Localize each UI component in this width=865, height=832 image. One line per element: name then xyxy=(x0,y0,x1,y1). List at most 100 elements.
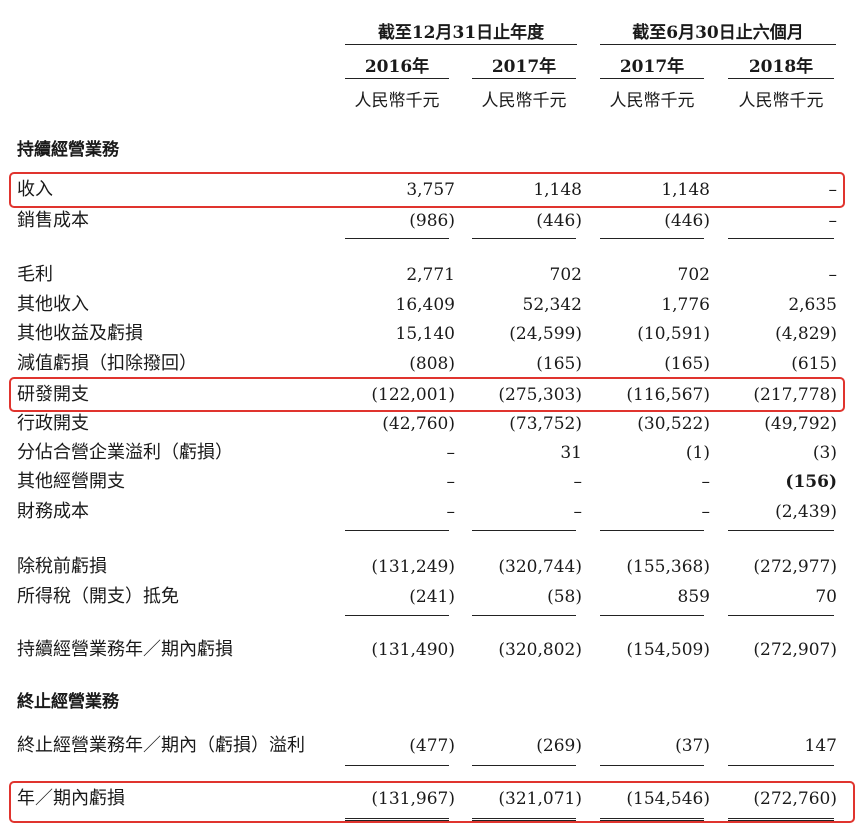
cell-2016: – xyxy=(446,472,456,492)
cell-2017: (269) xyxy=(536,736,582,756)
cell-2018-h1: (49,792) xyxy=(764,414,837,434)
cell-2017-h1: (446) xyxy=(664,211,710,231)
cell-2018-h1: (272,977) xyxy=(753,557,837,577)
cell-2017-h1: (155,368) xyxy=(626,557,710,577)
header-group-half: 截至6月30日止六個月 xyxy=(632,23,804,43)
cell-2018-h1: (217,778) xyxy=(753,385,837,405)
row-label: 其他經營開支 xyxy=(17,471,125,492)
highlight-box-rnd xyxy=(9,377,845,412)
header-unit-1: 人民幣千元 xyxy=(354,91,440,111)
row-label: 行政開支 xyxy=(17,413,89,434)
header-year-rule-1 xyxy=(345,78,449,79)
subtotal-rule-4 xyxy=(728,615,834,616)
cell-2017: – xyxy=(573,472,583,492)
header-group-half-rule xyxy=(600,44,836,45)
table-row-other-gains-losses: 其他收益及虧損 15,140 (24,599) (10,591) (4,829) xyxy=(0,320,865,348)
highlight-box-revenue xyxy=(9,172,845,208)
subtotal-rule-4 xyxy=(728,238,834,239)
cell-2017-h1: – xyxy=(701,472,711,492)
row-label: 分佔合營企業溢利（虧損） xyxy=(17,442,233,463)
cell-2016: (131,249) xyxy=(371,557,455,577)
cell-2016: 16,409 xyxy=(395,295,455,315)
table-row-other-income: 其他收入 16,409 52,342 1,776 2,635 xyxy=(0,291,865,319)
cell-2018-h1: (2,439) xyxy=(775,502,837,522)
cell-2017-h1: (165) xyxy=(664,354,710,374)
table-row-revenue: 收入 3,757 1,148 1,148 – xyxy=(0,176,865,204)
header-group-year: 截至12月31日止年度 xyxy=(377,23,545,43)
row-label: 其他收益及虧損 xyxy=(17,323,143,344)
row-label: 財務成本 xyxy=(17,501,89,522)
table-row-discontinued-result: 終止經營業務年／期內（虧損）溢利 (477) (269) (37) 147 xyxy=(0,732,865,760)
cell-2017: 702 xyxy=(549,265,582,285)
subtotal-rule-2 xyxy=(472,238,576,239)
cell-2016: (42,760) xyxy=(382,414,455,434)
row-label: 銷售成本 xyxy=(17,210,89,231)
header-year-2: 2017年 xyxy=(491,57,557,77)
cell-2017: (24,599) xyxy=(509,324,582,344)
table-row-income-tax: 所得稅（開支）抵免 (241) (58) 859 70 xyxy=(0,583,865,611)
subtotal-rule-1 xyxy=(345,530,449,531)
cell-2017: (165) xyxy=(536,354,582,374)
row-label: 研發開支 xyxy=(17,384,89,405)
cell-2017-h1: (154,546) xyxy=(626,789,710,809)
subtotal-rule-2 xyxy=(472,615,576,616)
cell-2016: (808) xyxy=(409,354,455,374)
cell-2016: 15,140 xyxy=(395,324,455,344)
header-unit-4: 人民幣千元 xyxy=(738,91,824,111)
row-label: 持續經營業務年／期內虧損 xyxy=(17,639,233,660)
subtotal-rule-1 xyxy=(345,765,449,766)
subtotal-rule-4 xyxy=(728,765,834,766)
cell-2017-h1: – xyxy=(701,502,711,522)
total-double-rule-4 xyxy=(728,818,834,821)
cell-2016: (477) xyxy=(409,736,455,756)
section-discontinued: 終止經營業務 xyxy=(17,692,119,712)
cell-2018-h1: (4,829) xyxy=(775,324,837,344)
subtotal-rule-3 xyxy=(600,615,704,616)
cell-2017: (320,802) xyxy=(498,640,582,660)
cell-2017-h1: 1,148 xyxy=(661,180,710,200)
subtotal-rule-2 xyxy=(472,530,576,531)
cell-2018-h1: (156) xyxy=(785,472,837,492)
cell-2018-h1: 2,635 xyxy=(788,295,837,315)
table-row-admin-expenses: 行政開支 (42,760) (73,752) (30,522) (49,792) xyxy=(0,410,865,438)
header-unit-2: 人民幣千元 xyxy=(481,91,567,111)
cell-2018-h1: – xyxy=(828,180,838,200)
cell-2018-h1: (272,907) xyxy=(753,640,837,660)
cell-2017: (446) xyxy=(536,211,582,231)
table-row-share-of-jv: 分佔合營企業溢利（虧損） – 31 (1) (3) xyxy=(0,439,865,467)
cell-2017-h1: (37) xyxy=(675,736,710,756)
header-year-rule-4 xyxy=(728,78,834,79)
table-row-cost-of-sales: 銷售成本 (986) (446) (446) – xyxy=(0,207,865,235)
table-row-continuing-loss: 持續經營業務年／期內虧損 (131,490) (320,802) (154,50… xyxy=(0,636,865,664)
header-year-rule-3 xyxy=(600,78,704,79)
subtotal-rule-3 xyxy=(600,765,704,766)
cell-2018-h1: (615) xyxy=(791,354,837,374)
cell-2016: (131,967) xyxy=(371,789,455,809)
cell-2018-h1: – xyxy=(828,211,838,231)
cell-2016: (122,001) xyxy=(371,385,455,405)
header-year-1: 2016年 xyxy=(364,57,430,77)
cell-2016: (131,490) xyxy=(371,640,455,660)
total-double-rule-1 xyxy=(345,818,449,821)
total-double-rule-3 xyxy=(600,818,704,821)
subtotal-rule-1 xyxy=(345,238,449,239)
cell-2016: 3,757 xyxy=(406,180,455,200)
cell-2018-h1: (272,760) xyxy=(753,789,837,809)
cell-2018-h1: 70 xyxy=(815,587,837,607)
table-row-other-operating-expenses: 其他經營開支 – – – (156) xyxy=(0,468,865,496)
cell-2017: 52,342 xyxy=(522,295,582,315)
row-label: 終止經營業務年／期內（虧損）溢利 xyxy=(17,735,305,756)
cell-2017-h1: (30,522) xyxy=(637,414,710,434)
cell-2017: (320,744) xyxy=(498,557,582,577)
cell-2017: (58) xyxy=(547,587,582,607)
highlight-box-total-loss xyxy=(9,781,855,823)
section-continuing: 持續經營業務 xyxy=(17,140,119,160)
cell-2016: – xyxy=(446,502,456,522)
row-label: 所得稅（開支）抵免 xyxy=(17,586,179,607)
subtotal-rule-3 xyxy=(600,530,704,531)
table-row-rnd-expenses: 研發開支 (122,001) (275,303) (116,567) (217,… xyxy=(0,381,865,409)
cell-2017-h1: 859 xyxy=(677,587,710,607)
cell-2018-h1: 147 xyxy=(804,736,837,756)
cell-2017-h1: 1,776 xyxy=(661,295,710,315)
subtotal-rule-2 xyxy=(472,765,576,766)
